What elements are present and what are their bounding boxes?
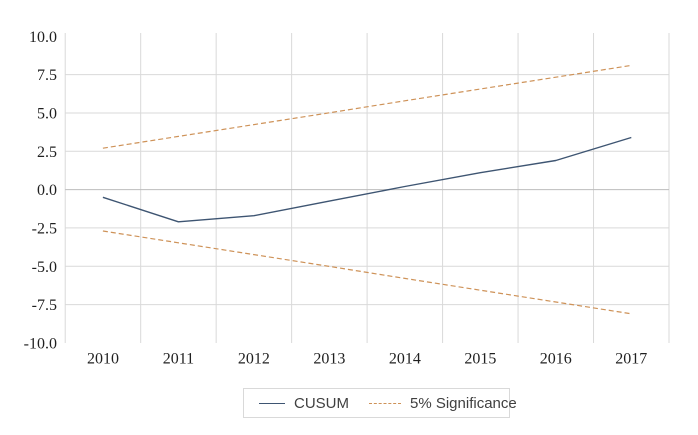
legend-label-cusum: CUSUM xyxy=(294,394,349,412)
x-axis-tick-label: 2012 xyxy=(238,351,270,368)
x-axis-tick-label: 2015 xyxy=(464,351,496,368)
y-axis-tick-label: -5.0 xyxy=(32,259,57,276)
x-axis-tick-label: 2016 xyxy=(540,351,572,368)
y-axis-tick-label: 7.5 xyxy=(37,67,57,84)
x-axis-tick-label: 2010 xyxy=(87,351,119,368)
y-axis-tick-label: 5.0 xyxy=(37,105,57,122)
significance-lower-line xyxy=(102,230,632,315)
y-axis-tick-label: 10.0 xyxy=(29,29,57,46)
x-axis-tick-label: 2017 xyxy=(615,351,647,368)
y-axis-tick-label: 0.0 xyxy=(37,182,57,199)
y-axis-tick-label: 2.5 xyxy=(37,144,57,161)
legend-label-significance: 5% Significance xyxy=(410,394,517,412)
cusum-line xyxy=(102,136,632,223)
x-axis-tick-label: 2013 xyxy=(313,351,345,368)
cusum-line-swatch xyxy=(259,402,285,404)
x-axis-tick-label: 2011 xyxy=(163,351,194,368)
y-axis-tick-label: -10.0 xyxy=(24,335,57,352)
y-axis-tick-label: -2.5 xyxy=(32,220,57,237)
chart-legend: CUSUM 5% Significance xyxy=(243,388,517,418)
significance-upper-line xyxy=(102,64,632,149)
x-axis-tick-label: 2014 xyxy=(389,351,421,368)
significance-line-swatch xyxy=(369,402,401,404)
y-axis-tick-label: -7.5 xyxy=(32,297,57,314)
